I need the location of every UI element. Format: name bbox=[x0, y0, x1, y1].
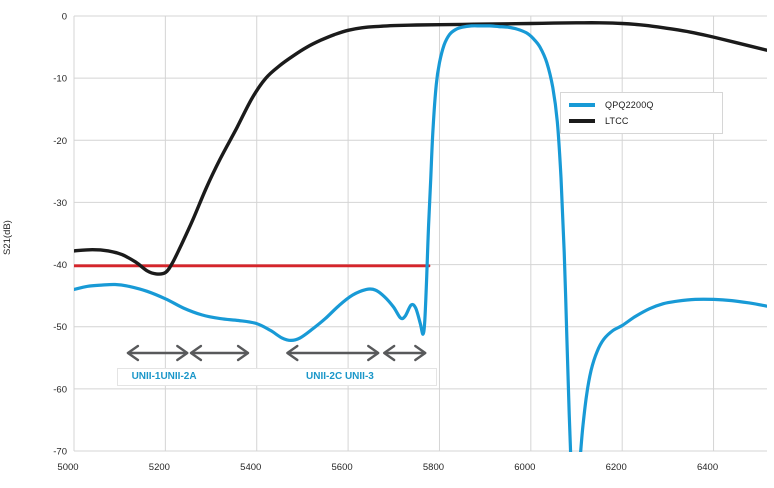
band-label-unii1-unii2a: UNII-1UNII-2A bbox=[131, 371, 197, 382]
x-tick-label: 5200 bbox=[149, 462, 170, 473]
unii-2c-range-arrow bbox=[286, 344, 380, 362]
legend-item-ltcc: LTCC bbox=[569, 116, 722, 126]
series-qpq2200q bbox=[74, 24, 767, 452]
unii-2a-range-arrow bbox=[189, 344, 250, 362]
legend-swatch-ltcc bbox=[569, 119, 595, 124]
y-tick-label: 0 bbox=[62, 12, 67, 23]
x-tick-label: 5600 bbox=[332, 462, 353, 473]
unii-2a-range-arrow-part bbox=[236, 344, 250, 362]
unii-2c-range-arrow-part bbox=[367, 344, 380, 362]
legend-label-qpq2200q: QPQ2200Q bbox=[605, 99, 654, 110]
y-tick-label: -40 bbox=[53, 260, 67, 271]
unii-band-label-box: UNII-1UNII-2A UNII-2C UNII-3 bbox=[117, 368, 437, 386]
y-tick-label: -30 bbox=[53, 198, 67, 209]
unii-2a-range-arrow-part bbox=[189, 344, 203, 362]
y-tick-label: -10 bbox=[53, 74, 67, 85]
x-tick-label: 5800 bbox=[423, 462, 444, 473]
x-tick-label: 6200 bbox=[606, 462, 627, 473]
x-tick-label: 6000 bbox=[514, 462, 535, 473]
y-tick-label: -20 bbox=[53, 136, 67, 147]
series-ltcc bbox=[74, 21, 767, 276]
band-label-unii2c-unii3: UNII-2C UNII-3 bbox=[306, 371, 374, 382]
legend-item-qpq2200q: QPQ2200Q bbox=[569, 100, 722, 110]
y-tick-label: -70 bbox=[53, 447, 67, 458]
x-tick-label: 5000 bbox=[57, 462, 78, 473]
y-tick-label: -50 bbox=[53, 322, 67, 333]
x-tick-label: 6400 bbox=[697, 462, 718, 473]
unii-2c-range-arrow-part bbox=[286, 344, 299, 362]
y-tick-label: -60 bbox=[53, 384, 67, 395]
unii-3-range-arrow-part bbox=[382, 344, 396, 362]
unii-1-range-arrow-part bbox=[176, 344, 189, 362]
unii-1-range-arrow-part bbox=[126, 344, 140, 362]
unii-3-range-arrow-part bbox=[414, 344, 427, 362]
legend-label-ltcc: LTCC bbox=[605, 116, 629, 127]
unii-1-range-arrow bbox=[126, 344, 189, 362]
y-axis-title: S21(dB) bbox=[2, 220, 13, 255]
legend-swatch-qpq2200q bbox=[569, 102, 595, 107]
unii-3-range-arrow bbox=[382, 344, 427, 362]
legend: QPQ2200Q LTCC bbox=[560, 92, 723, 134]
x-tick-label: 5400 bbox=[240, 462, 261, 473]
